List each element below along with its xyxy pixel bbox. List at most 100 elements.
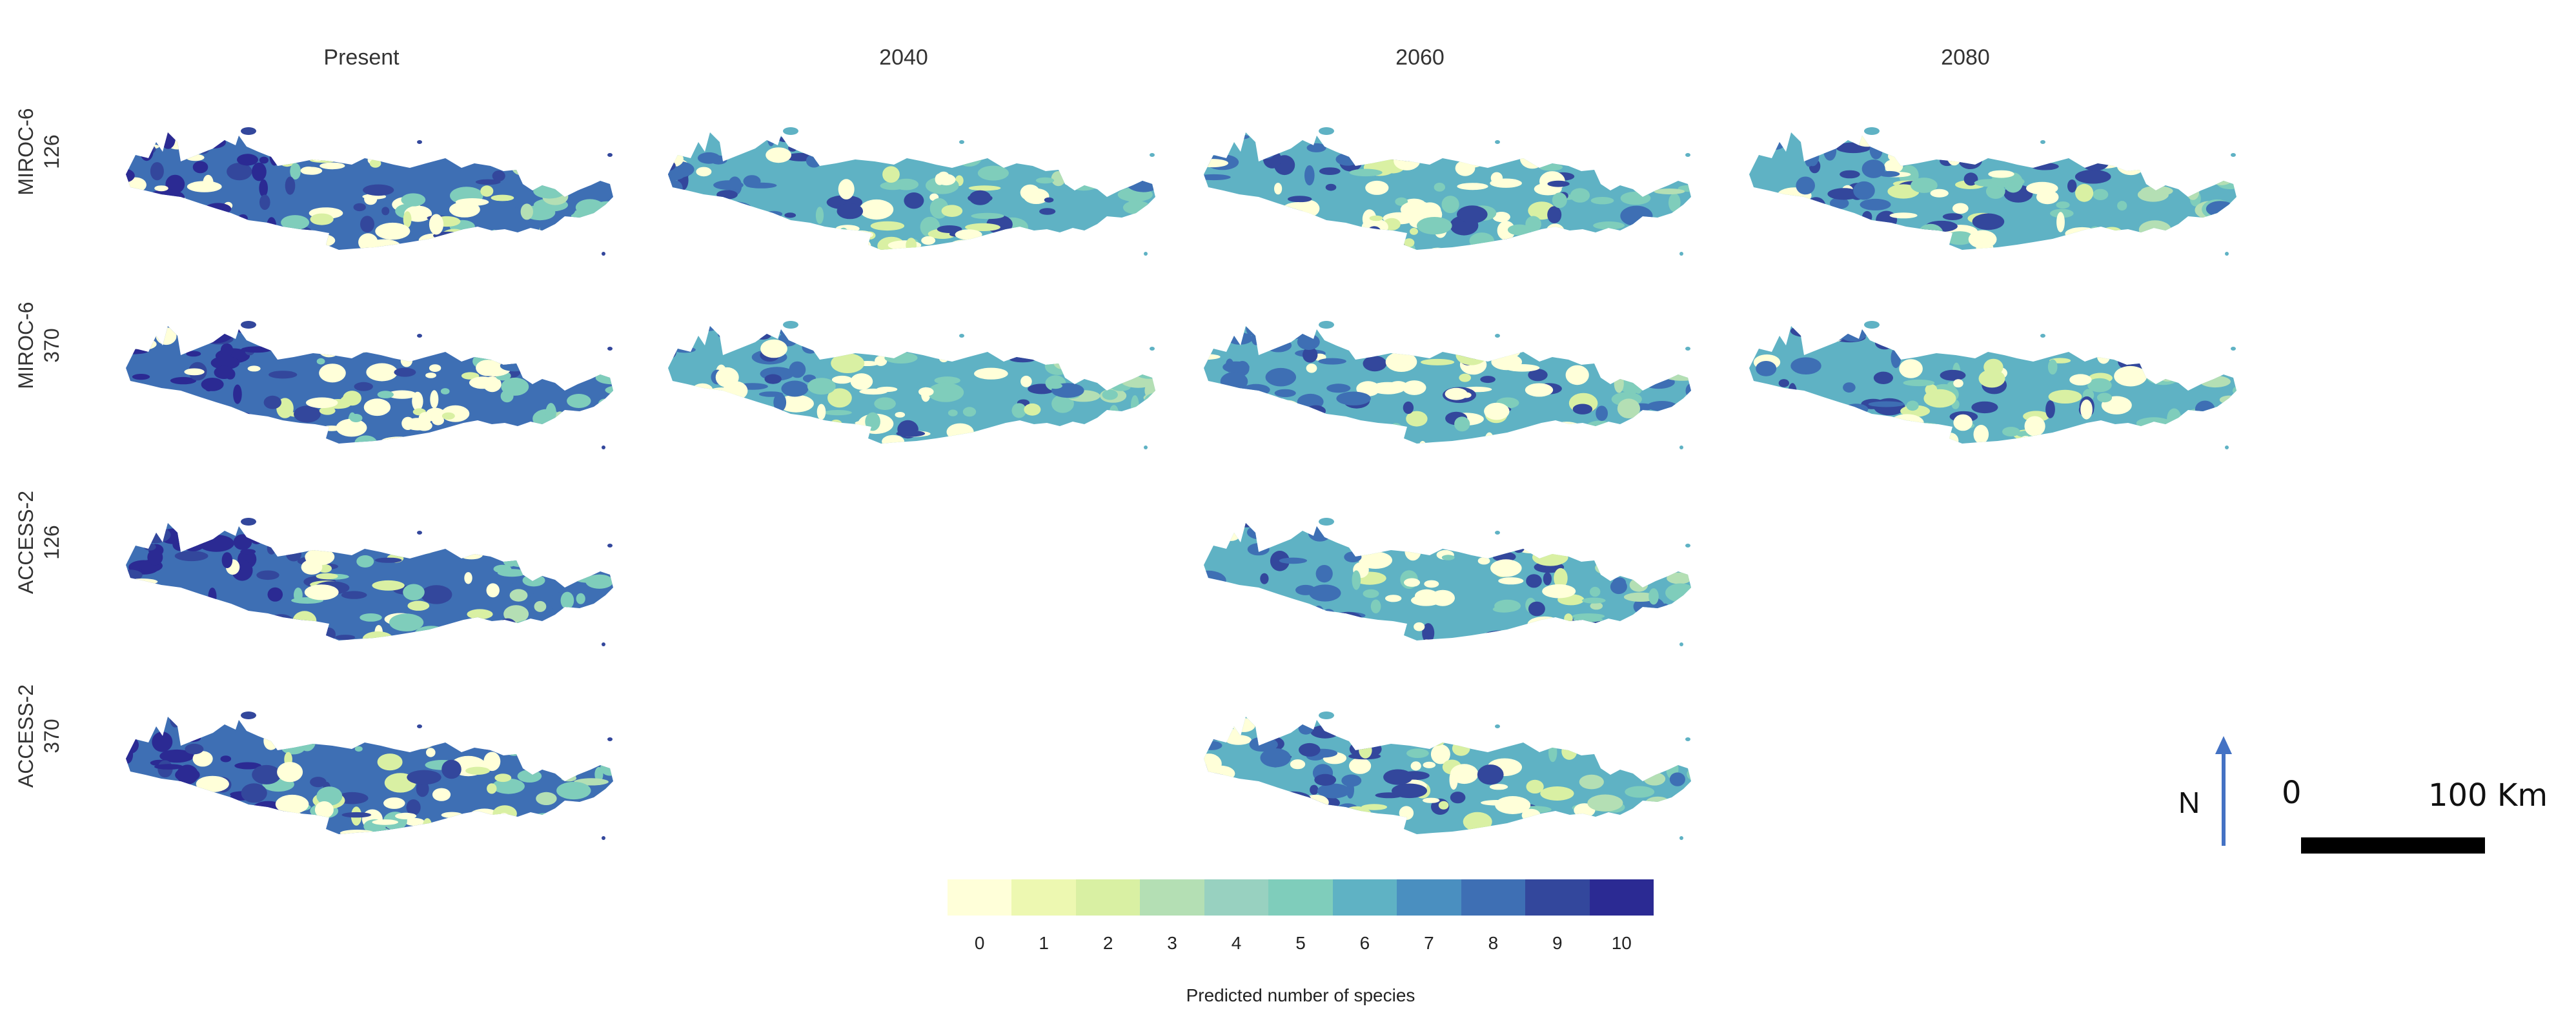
richness-patch (1048, 148, 1062, 167)
richness-patch (1547, 206, 1562, 223)
richness-patch (1273, 427, 1307, 438)
richness-patch (1455, 345, 1487, 365)
richness-patch (1927, 242, 1951, 250)
richness-patch (220, 755, 232, 763)
richness-patch (760, 407, 769, 427)
richness-patch (267, 614, 295, 633)
richness-patch (2020, 326, 2035, 345)
richness-patch (1519, 148, 1545, 169)
islet (1495, 531, 1500, 535)
richness-patch (1122, 200, 1151, 214)
richness-patch (1548, 742, 1557, 763)
richness-patch (779, 240, 812, 250)
richness-patch (319, 162, 345, 170)
richness-patch (191, 424, 222, 433)
richness-patch (1930, 189, 1949, 198)
richness-patch (536, 792, 557, 805)
richness-patch (1843, 382, 1856, 393)
richness-patch (1082, 429, 1094, 440)
richness-patch (1945, 150, 1963, 163)
richness-patch (928, 382, 964, 402)
islet (1685, 737, 1690, 741)
richness-patch (186, 351, 201, 357)
richness-patch (281, 215, 310, 230)
richness-patch (1646, 326, 1666, 338)
richness-patch (1978, 241, 1990, 250)
richness-patch (896, 430, 926, 437)
richness-patch (159, 749, 194, 763)
richness-patch (1309, 584, 1341, 602)
richness-patch (1222, 361, 1250, 373)
richness-patch (766, 147, 791, 163)
richness-patch (1528, 601, 1545, 617)
richness-patch (425, 373, 436, 378)
richness-patch (1480, 376, 1496, 384)
richness-patch (1209, 218, 1232, 230)
richness-patch (429, 364, 441, 372)
richness-patch (1280, 623, 1302, 630)
richness-patch (1414, 327, 1437, 334)
richness-patch (1468, 349, 1495, 358)
richness-patch (1363, 356, 1387, 372)
richness-patch (1257, 139, 1276, 159)
richness-patch (483, 744, 498, 751)
richness-patch (1369, 215, 1383, 221)
richness-patch (991, 425, 1027, 444)
richness-patch (1497, 221, 1516, 240)
richness-patch (1642, 375, 1675, 389)
richness-patch (564, 199, 576, 216)
richness-patch (1532, 548, 1568, 566)
richness-patch (1105, 152, 1130, 161)
islet (241, 518, 256, 526)
richness-patch (1800, 330, 1813, 341)
richness-patch (1322, 431, 1343, 437)
richness-patch (1319, 247, 1332, 250)
richness-patch (467, 609, 493, 620)
islet (1150, 347, 1155, 351)
richness-patch (2048, 389, 2082, 404)
richness-patch (1011, 403, 1027, 418)
richness-patch (402, 634, 411, 640)
richness-patch (1650, 327, 1674, 336)
richness-patch (686, 388, 705, 400)
richness-patch (778, 431, 798, 444)
richness-patch (441, 812, 463, 818)
richness-patch (319, 406, 336, 415)
richness-patch (1310, 784, 1319, 795)
richness-patch (1972, 213, 2005, 230)
richness-patch (1231, 823, 1255, 830)
richness-patch (1844, 225, 1867, 235)
richness-patch (196, 775, 229, 792)
richness-patch (469, 376, 496, 389)
richness-patch (416, 781, 429, 797)
richness-patch (887, 132, 913, 139)
richness-patch (233, 384, 242, 404)
richness-patch (1299, 814, 1320, 832)
richness-patch (2074, 169, 2111, 184)
row-header-scenario: 126 (40, 525, 63, 560)
richness-patch (1429, 247, 1446, 250)
richness-patch (1301, 616, 1328, 628)
richness-patch (1099, 326, 1110, 345)
richness-patch (581, 565, 609, 571)
richness-patch (252, 162, 267, 181)
richness-patch (2156, 361, 2179, 382)
richness-patch (2019, 331, 2054, 349)
richness-patch (1066, 363, 1083, 371)
richness-patch (1135, 326, 1155, 333)
richness-patch (1970, 326, 1987, 341)
column-header-2040: 2040 (879, 45, 928, 70)
richness-patch (1150, 222, 1155, 234)
richness-patch (1403, 238, 1415, 247)
richness-patch (1232, 409, 1261, 415)
richness-patch (292, 611, 317, 631)
richness-patch (576, 554, 589, 567)
legend-swatch (1268, 879, 1333, 916)
richness-patch (1517, 523, 1551, 540)
islet (1685, 544, 1690, 548)
richness-patch (1204, 433, 1236, 439)
richness-patch (1629, 733, 1639, 742)
richness-patch (480, 185, 494, 197)
richness-patch (1819, 415, 1844, 429)
richness-patch (1545, 223, 1565, 243)
